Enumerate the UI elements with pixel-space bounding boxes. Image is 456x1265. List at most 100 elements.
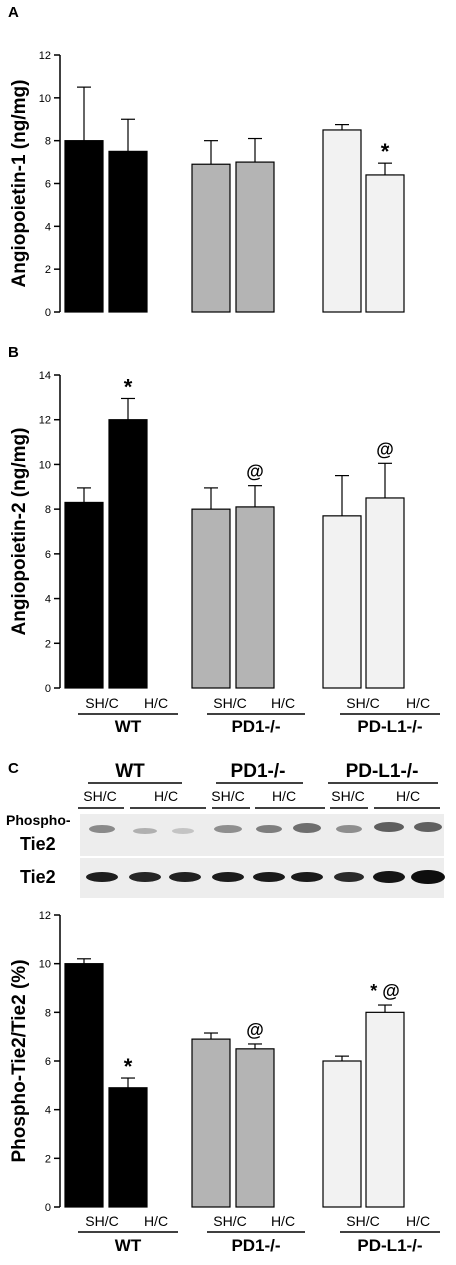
y-tick-label: 8 <box>45 136 51 148</box>
bar <box>365 497 405 689</box>
condition-label: SH/C <box>85 1213 118 1229</box>
blot-band <box>256 825 282 833</box>
y-tick-label: 12 <box>39 415 51 427</box>
condition-label: H/C <box>271 1213 295 1229</box>
blot-band <box>133 828 157 834</box>
y-tick-label: 0 <box>45 1202 51 1214</box>
blot-bands-tie2 <box>86 870 445 884</box>
y-axis-title: Angiopoietin-2 (ng/mg) <box>9 428 30 636</box>
condition-label: SH/C <box>213 695 246 711</box>
blot-band <box>291 872 323 882</box>
group-label-pd1: PD1-/- <box>231 717 280 736</box>
bar <box>235 161 275 313</box>
y-tick-label: 8 <box>45 1007 51 1019</box>
bar <box>235 506 275 689</box>
significance-marker: @ <box>376 439 394 459</box>
group-label-pdl1: PD-L1-/- <box>357 717 422 736</box>
y-tick-label: 4 <box>45 1105 51 1117</box>
bar <box>235 1048 275 1208</box>
western-blot: WT PD1-/- PD-L1-/- SH/C H/C SH/C H/C SH/… <box>6 761 445 898</box>
blot-lane-label: H/C <box>272 788 296 804</box>
y-tick-label: 10 <box>39 959 51 971</box>
y-tick-label: 12 <box>39 50 51 62</box>
bar <box>191 508 231 689</box>
condition-label: SH/C <box>213 1213 246 1229</box>
blot-band <box>411 870 445 884</box>
y-tick-label: 0 <box>45 683 51 695</box>
y-tick-label: 2 <box>45 264 51 276</box>
significance-marker: * <box>381 139 390 164</box>
blot-band <box>373 871 405 883</box>
y-tick-label: 2 <box>45 1153 51 1165</box>
blot-band <box>336 825 362 833</box>
significance-marker: * @ <box>370 981 400 1001</box>
blot-lane-label: SH/C <box>331 788 364 804</box>
blot-group-label-pdl1: PD-L1-/- <box>346 761 419 782</box>
blot-row1-label-line1: Phospho- <box>6 812 71 828</box>
blot-row1-label-line2: Tie2 <box>20 834 56 854</box>
chart-phospho-tie2-ratio: 0 2 4 6 8 10 12 Phospho-Tie2/Tie2 (%) * @ * @ <box>9 910 405 1214</box>
group-label-wt: WT <box>115 717 142 736</box>
significance-marker: @ <box>246 462 264 482</box>
condition-label: H/C <box>144 1213 168 1229</box>
bar <box>322 1060 362 1208</box>
x-axis-groups-b: SH/C H/C WT SH/C H/C PD1-/- SH/C H/C PD-… <box>78 695 440 736</box>
blot-band <box>172 828 194 834</box>
blot-bands-phospho-tie2 <box>89 822 442 834</box>
blot-band <box>334 872 364 882</box>
chart-angiopoietin-1: 0 2 4 6 8 10 12 Angiopoietin-1 (ng/mg) * <box>9 50 405 319</box>
condition-label: SH/C <box>346 695 379 711</box>
blot-band <box>214 825 242 833</box>
significance-marker: * <box>124 1054 133 1079</box>
y-tick-label: 0 <box>45 307 51 319</box>
significance-marker: * <box>124 374 133 399</box>
y-tick-label: 8 <box>45 504 51 516</box>
y-tick-label: 4 <box>45 221 51 233</box>
blot-band <box>169 872 201 882</box>
bar <box>322 515 362 689</box>
group-label-pd1: PD1-/- <box>231 1236 280 1255</box>
blot-band <box>86 872 118 882</box>
blot-band <box>293 823 321 833</box>
bar <box>322 129 362 313</box>
blot-strip-phospho-tie2 <box>80 814 444 856</box>
group-label-pdl1: PD-L1-/- <box>357 1236 422 1255</box>
bar <box>191 163 231 313</box>
y-tick-label: 4 <box>45 594 51 606</box>
y-tick-label: 6 <box>45 549 51 561</box>
blot-band <box>253 872 285 882</box>
y-tick-label: 2 <box>45 638 51 650</box>
panel-letter-b: B <box>8 344 19 361</box>
blot-band <box>414 822 442 832</box>
y-tick-label: 14 <box>39 370 51 382</box>
blot-group-label-wt: WT <box>115 761 145 782</box>
y-tick-label: 6 <box>45 179 51 191</box>
blot-lane-label: SH/C <box>211 788 244 804</box>
condition-label: H/C <box>406 695 430 711</box>
blot-band <box>129 872 161 882</box>
blot-lane-label: H/C <box>396 788 420 804</box>
chart-angiopoietin-2: 0 2 4 6 8 10 12 14 Angiopoietin-2 (ng/mg) * @ @ <box>9 370 405 695</box>
bar <box>64 140 104 313</box>
significance-marker: @ <box>246 1020 264 1040</box>
condition-label: SH/C <box>346 1213 379 1229</box>
x-axis-groups-c: SH/C H/C WT SH/C H/C PD1-/- SH/C H/C PD-… <box>78 1213 440 1255</box>
blot-band <box>374 822 404 832</box>
bar <box>108 1087 148 1208</box>
condition-label: H/C <box>144 695 168 711</box>
condition-label: H/C <box>406 1213 430 1229</box>
bar <box>108 419 148 689</box>
y-axis-title: Angiopoietin-1 (ng/mg) <box>9 80 30 288</box>
blot-row2-label: Tie2 <box>20 867 56 887</box>
blot-lane-label: H/C <box>154 788 178 804</box>
y-tick-label: 12 <box>39 910 51 922</box>
panel-letter-c: C <box>8 760 19 777</box>
y-tick-label: 10 <box>39 93 51 105</box>
condition-label: H/C <box>271 695 295 711</box>
panel-letter-a: A <box>8 4 19 21</box>
blot-band <box>212 872 244 882</box>
bar <box>365 1011 405 1208</box>
blot-lane-label: SH/C <box>83 788 116 804</box>
condition-label: SH/C <box>85 695 118 711</box>
